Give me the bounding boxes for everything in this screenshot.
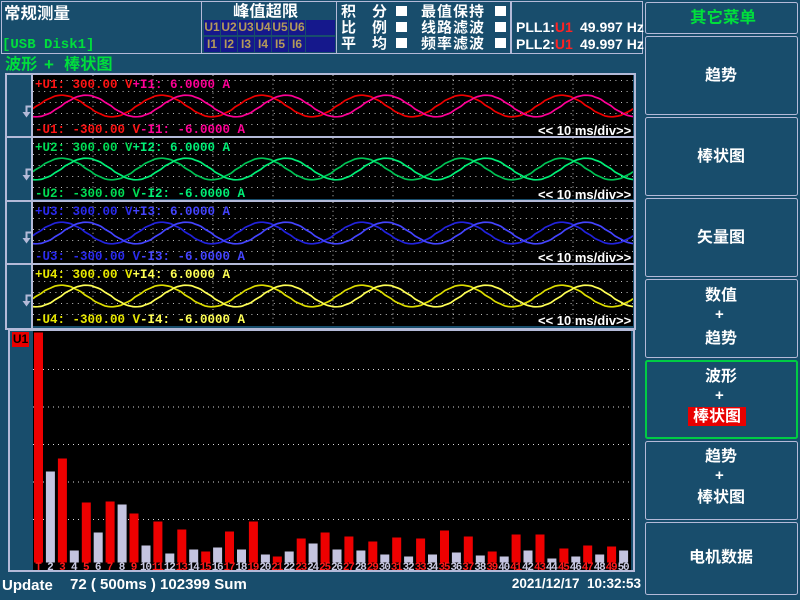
svg-text:22: 22 bbox=[283, 562, 295, 571]
svg-text:21: 21 bbox=[271, 562, 283, 571]
svg-text:4: 4 bbox=[71, 562, 78, 571]
svg-text:26: 26 bbox=[331, 562, 343, 571]
svg-text:50: 50 bbox=[618, 562, 630, 571]
svg-text:42: 42 bbox=[522, 562, 534, 571]
svg-text:11: 11 bbox=[152, 562, 164, 571]
svg-text:17: 17 bbox=[224, 562, 236, 571]
svg-text:7: 7 bbox=[107, 562, 114, 571]
svg-text:27: 27 bbox=[343, 562, 355, 571]
svg-text:18: 18 bbox=[236, 562, 248, 571]
svg-text:6: 6 bbox=[95, 562, 102, 571]
svg-text:43: 43 bbox=[534, 562, 546, 571]
svg-text:41: 41 bbox=[510, 562, 522, 571]
svg-text:T: T bbox=[35, 562, 42, 571]
svg-text:38: 38 bbox=[474, 562, 486, 571]
svg-text:25: 25 bbox=[319, 562, 331, 571]
svg-text:23: 23 bbox=[295, 562, 307, 571]
svg-text:48: 48 bbox=[594, 562, 606, 571]
svg-text:3: 3 bbox=[59, 562, 66, 571]
svg-text:45: 45 bbox=[558, 562, 570, 571]
svg-text:14: 14 bbox=[188, 562, 200, 571]
svg-text:33: 33 bbox=[415, 562, 427, 571]
svg-text:46: 46 bbox=[570, 562, 582, 571]
svg-text:28: 28 bbox=[355, 562, 367, 571]
svg-text:30: 30 bbox=[379, 562, 391, 571]
svg-text:36: 36 bbox=[450, 562, 462, 571]
svg-text:37: 37 bbox=[462, 562, 474, 571]
svg-text:9: 9 bbox=[131, 562, 138, 571]
svg-text:44: 44 bbox=[546, 562, 558, 571]
svg-text:5: 5 bbox=[83, 562, 90, 571]
svg-text:31: 31 bbox=[391, 562, 403, 571]
svg-text:16: 16 bbox=[212, 562, 224, 571]
svg-text:19: 19 bbox=[247, 562, 259, 571]
svg-text:12: 12 bbox=[164, 562, 176, 571]
svg-text:32: 32 bbox=[403, 562, 415, 571]
svg-text:10: 10 bbox=[140, 562, 152, 571]
svg-text:8: 8 bbox=[119, 562, 126, 571]
svg-text:2: 2 bbox=[47, 562, 54, 571]
svg-text:13: 13 bbox=[176, 562, 188, 571]
svg-text:15: 15 bbox=[200, 562, 212, 571]
svg-text:49: 49 bbox=[606, 562, 618, 571]
svg-text:20: 20 bbox=[259, 562, 271, 571]
svg-text:24: 24 bbox=[307, 562, 319, 571]
svg-text:47: 47 bbox=[582, 562, 594, 571]
svg-text:34: 34 bbox=[427, 562, 439, 571]
svg-text:29: 29 bbox=[367, 562, 379, 571]
svg-text:39: 39 bbox=[486, 562, 498, 571]
svg-text:35: 35 bbox=[439, 562, 451, 571]
svg-text:40: 40 bbox=[498, 562, 510, 571]
